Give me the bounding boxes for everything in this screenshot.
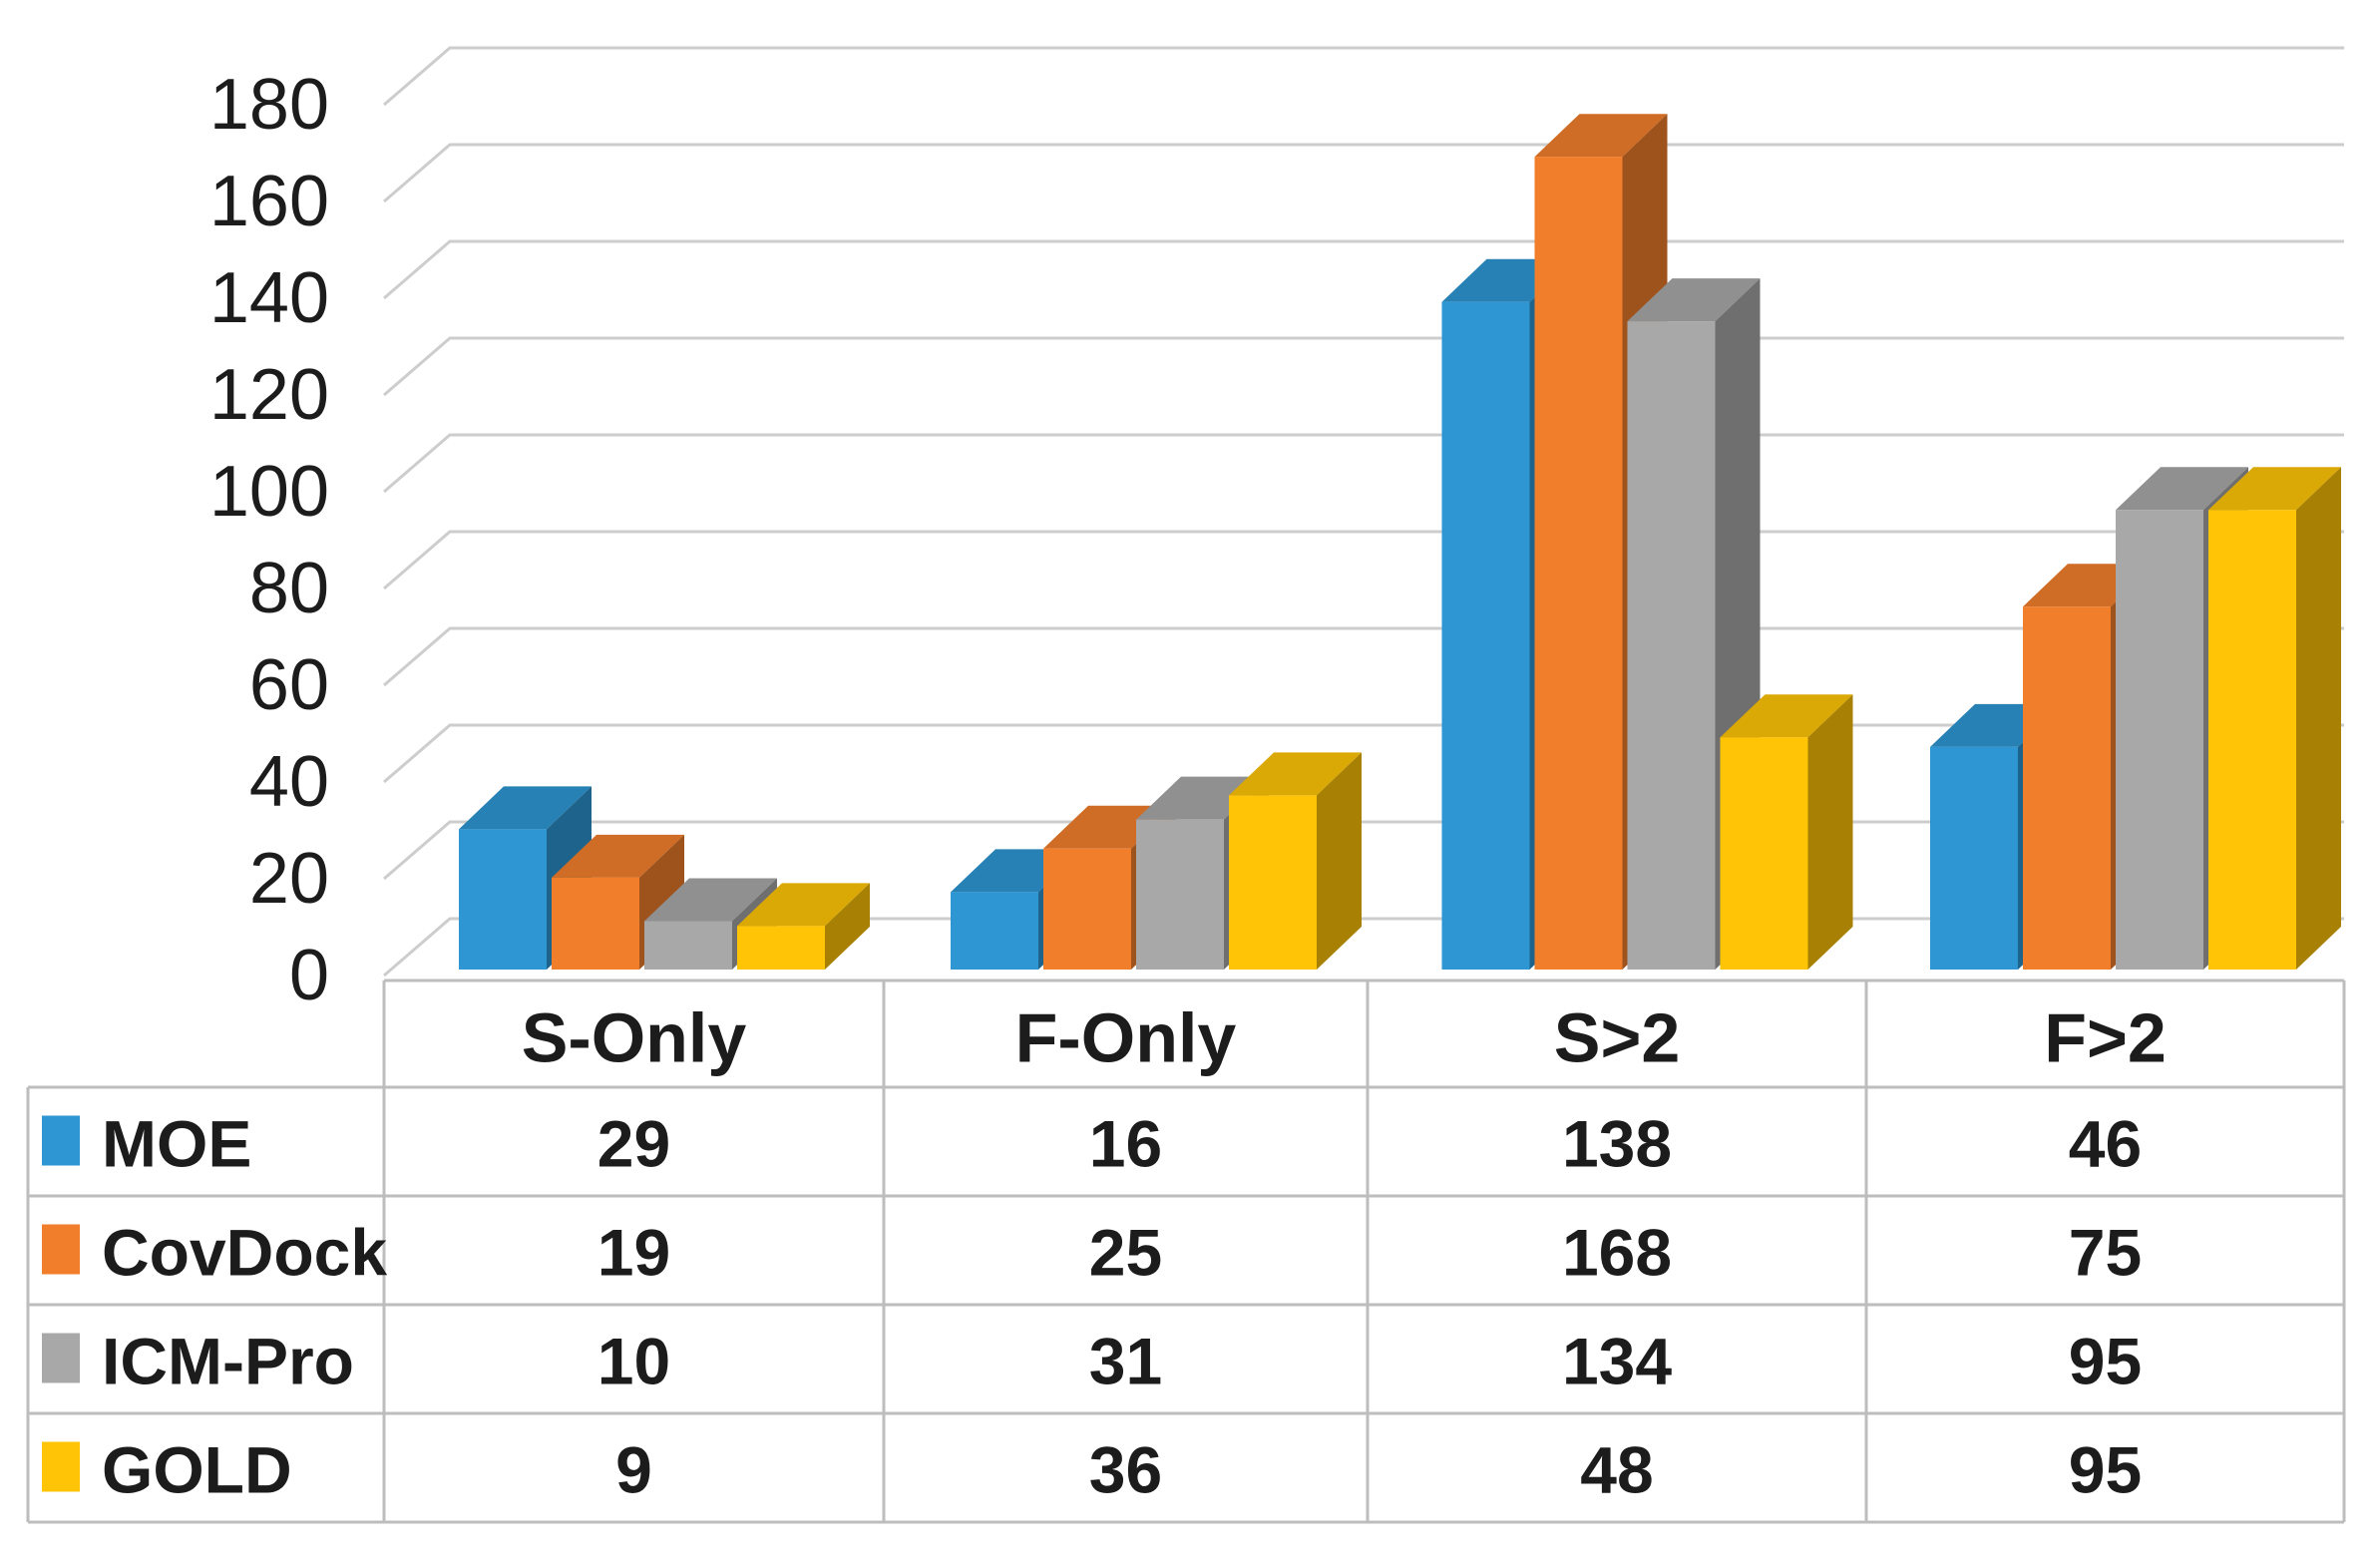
bar-top-face <box>1534 114 1668 158</box>
legend-label-icm-pro: ICM-Pro <box>102 1325 354 1398</box>
legend-label-covdock: CovDock <box>102 1216 387 1290</box>
bar-gold-f>2 <box>2208 467 2341 970</box>
bar-front-face <box>2208 510 2296 970</box>
bar-front-face <box>1627 321 1716 971</box>
y-axis-tick-label: 40 <box>249 742 329 822</box>
bar-front-face <box>1043 848 1131 970</box>
bar-side-face <box>825 883 870 970</box>
bar-top-face <box>1627 278 1761 322</box>
bar-front-face <box>1720 737 1808 970</box>
bar-front-face <box>1441 301 1530 970</box>
cell-gold-s-only: 9 <box>615 1433 652 1507</box>
column-header-s-only: S-Only <box>522 999 747 1077</box>
bar-top-face <box>459 786 592 830</box>
bar-top-face <box>1136 776 1269 820</box>
bar-front-face <box>644 921 732 970</box>
bar-front-face <box>1229 795 1317 970</box>
legend-swatch-moe <box>42 1115 80 1166</box>
bar-top-face <box>2208 467 2341 511</box>
column-header-f>2: F>2 <box>2044 999 2167 1077</box>
legend-label-moe: MOE <box>102 1107 251 1181</box>
legend-swatch-icm-pro <box>42 1333 80 1383</box>
y-axis-tick-label: 140 <box>209 258 329 338</box>
cell-icm-pro-f>2: 95 <box>2069 1325 2142 1398</box>
legend-label-gold: GOLD <box>102 1433 292 1507</box>
bar-front-face <box>459 829 547 970</box>
cell-covdock-f-only: 25 <box>1089 1216 1162 1290</box>
cell-moe-f>2: 46 <box>2069 1107 2142 1181</box>
gridline-140 <box>383 239 2344 300</box>
bar-top-face <box>552 834 684 878</box>
cell-icm-pro-f-only: 31 <box>1089 1325 1162 1398</box>
y-axis-tick-label: 0 <box>289 936 329 1015</box>
table-row-covdock: CovDock 19 25 168 75 <box>42 1216 2142 1290</box>
bar-front-face <box>1930 746 2018 970</box>
y-axis-tick-label: 100 <box>209 452 329 532</box>
cell-moe-s>2: 138 <box>1562 1107 1672 1181</box>
bar-front-face <box>2023 606 2111 970</box>
legend-swatch-covdock <box>42 1224 80 1275</box>
bar-front-face <box>552 877 639 970</box>
cell-gold-f-only: 36 <box>1089 1433 1162 1507</box>
table-row-moe: MOE 29 16 138 46 <box>42 1107 2142 1181</box>
y-axis-tick-label: 80 <box>249 549 329 628</box>
bar-front-face <box>737 926 825 970</box>
bar-front-face <box>1136 819 1224 970</box>
bar-top-face <box>644 878 777 922</box>
cell-gold-s>2: 48 <box>1580 1433 1653 1507</box>
bar-top-face <box>2116 467 2248 511</box>
cell-covdock-s-only: 19 <box>597 1216 670 1290</box>
gridline-180 <box>383 46 2344 107</box>
cell-covdock-f>2: 75 <box>2069 1216 2142 1290</box>
bar-gold-f-only <box>1229 752 1362 970</box>
table-row-icm-pro: ICM-Pro 10 31 134 95 <box>42 1325 2142 1398</box>
bar-front-face <box>951 892 1038 970</box>
table-row-gold: GOLD 9 36 48 95 <box>42 1433 2142 1507</box>
bar-gold-s-only <box>737 883 870 970</box>
y-axis-tick-label: 180 <box>209 65 329 145</box>
y-axis-tick-label: 20 <box>249 839 329 919</box>
cell-gold-f>2: 95 <box>2069 1433 2142 1507</box>
legend-swatch-gold <box>42 1441 80 1492</box>
bar-side-face <box>2296 467 2341 970</box>
bar-side-face <box>1317 752 1362 970</box>
y-axis-tick-label: 60 <box>249 645 329 725</box>
cell-moe-f-only: 16 <box>1089 1107 1162 1181</box>
y-axis-tick-label: 160 <box>209 162 329 241</box>
y-axis-tick-label: 120 <box>209 355 329 435</box>
bar-side-face <box>1807 694 1853 970</box>
bar-front-face <box>1534 157 1623 970</box>
cell-covdock-s>2: 168 <box>1562 1216 1672 1290</box>
cell-moe-s-only: 29 <box>597 1107 670 1181</box>
column-header-s>2: S>2 <box>1554 999 1681 1077</box>
cell-icm-pro-s-only: 10 <box>597 1325 670 1398</box>
bar-top-face <box>737 883 870 927</box>
cell-icm-pro-s>2: 134 <box>1562 1325 1672 1398</box>
bar-gold-s>2 <box>1720 694 1853 970</box>
column-header-f-only: F-Only <box>1015 999 1237 1077</box>
bar-top-face <box>1229 752 1362 796</box>
bar-top-face <box>1720 694 1853 738</box>
gridline-160 <box>383 143 2344 203</box>
bar-front-face <box>2116 510 2203 970</box>
